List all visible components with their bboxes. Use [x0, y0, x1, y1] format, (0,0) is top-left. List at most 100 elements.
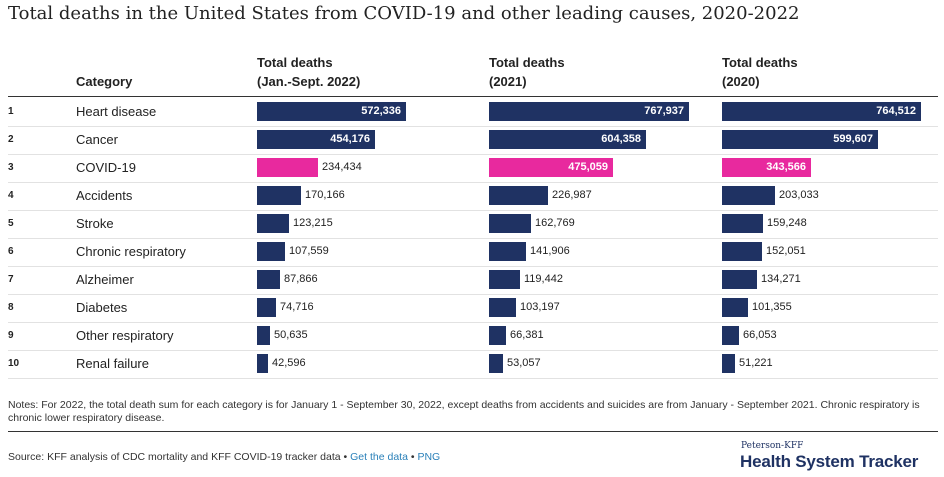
bar	[489, 354, 503, 373]
bar-value-label: 572,336	[361, 105, 401, 117]
bar-value-label: 50,635	[274, 329, 308, 341]
bar	[722, 242, 762, 261]
source-separator: •	[410, 451, 415, 463]
category-label: COVID-19	[76, 160, 136, 175]
bar	[257, 242, 285, 261]
bar	[722, 130, 878, 149]
bar	[257, 270, 280, 289]
category-header-label: Category	[76, 74, 133, 89]
rank-label: 10	[8, 358, 20, 369]
bar-value-label: 767,937	[644, 105, 684, 117]
bar	[722, 270, 757, 289]
brand-logo-small: Peterson-KFF	[741, 441, 804, 451]
bar-value-label: 764,512	[876, 105, 916, 117]
bar-value-label: 66,381	[510, 329, 544, 341]
bar	[489, 158, 613, 177]
category-label: Cancer	[76, 132, 118, 147]
bar	[257, 130, 375, 149]
bar-value-label: 107,559	[289, 245, 329, 257]
bar	[489, 242, 526, 261]
rank-label: 9	[8, 330, 14, 341]
bar-value-label: 51,221	[739, 357, 773, 369]
row-divider	[8, 210, 938, 211]
row-divider	[8, 154, 938, 155]
bar-value-label: 74,716	[280, 301, 314, 313]
bar-value-label: 170,166	[305, 189, 345, 201]
bar-value-label: 203,033	[779, 189, 819, 201]
bar	[489, 130, 646, 149]
bar-value-label: 162,769	[535, 217, 575, 229]
bar-value-label: 87,866	[284, 273, 318, 285]
bar-value-label: 226,987	[552, 189, 592, 201]
bar	[257, 102, 406, 121]
column-header-2021-line1: Total deaths	[489, 55, 565, 70]
bar	[722, 102, 921, 121]
bar	[257, 186, 301, 205]
bar-value-label: 66,053	[743, 329, 777, 341]
footer-rule	[8, 431, 938, 432]
bar	[257, 326, 270, 345]
row-divider	[8, 266, 938, 267]
png-link[interactable]: PNG	[417, 451, 441, 463]
bar	[722, 214, 763, 233]
bar	[257, 158, 318, 177]
category-label: Other respiratory	[76, 328, 174, 343]
rank-label: 1	[8, 106, 14, 117]
source-line: Source: KFF analysis of CDC mortality an…	[8, 451, 440, 463]
column-header-2020-line1: Total deaths	[722, 55, 798, 70]
bar-value-label: 475,059	[568, 161, 608, 173]
chart-notes: Notes: For 2022, the total death sum for…	[8, 399, 920, 424]
bar	[722, 186, 775, 205]
bar	[489, 186, 548, 205]
bar	[489, 326, 506, 345]
bar-value-label: 134,271	[761, 273, 801, 285]
category-label: Alzheimer	[76, 272, 134, 287]
bar-value-label: 101,355	[752, 301, 792, 313]
bar-value-label: 103,197	[520, 301, 560, 313]
category-header: Category	[76, 72, 132, 91]
column-header-2022: Total deaths (Jan.-Sept. 2022)	[257, 53, 360, 91]
bar-value-label: 53,057	[507, 357, 541, 369]
rank-label: 8	[8, 302, 14, 313]
chart-title: Total deaths in the United States from C…	[8, 3, 800, 24]
bar-value-label: 234,434	[322, 161, 362, 173]
bar-value-label: 152,051	[766, 245, 806, 257]
bar-value-label: 123,215	[293, 217, 333, 229]
source-text: Source: KFF analysis of CDC mortality an…	[8, 451, 348, 463]
bar	[489, 102, 689, 121]
brand-logo: Health System Tracker	[740, 452, 919, 471]
bar-value-label: 604,358	[601, 133, 641, 145]
rank-label: 7	[8, 274, 14, 285]
bar	[722, 298, 748, 317]
row-divider	[8, 238, 938, 239]
bar	[722, 158, 811, 177]
bar-value-label: 42,596	[272, 357, 306, 369]
category-label: Renal failure	[76, 356, 149, 371]
row-divider	[8, 294, 938, 295]
rank-label: 3	[8, 162, 14, 173]
bar	[257, 214, 289, 233]
rank-label: 2	[8, 134, 14, 145]
bar-value-label: 119,442	[524, 273, 563, 285]
column-header-2020-line2: (2020)	[722, 74, 760, 89]
row-divider	[8, 322, 938, 323]
column-header-2022-line2: (Jan.-Sept. 2022)	[257, 74, 361, 89]
category-label: Accidents	[76, 188, 133, 203]
rank-label: 4	[8, 190, 14, 201]
header-rule	[8, 96, 938, 97]
column-header-2021: Total deaths (2021)	[489, 53, 565, 91]
rank-label: 5	[8, 218, 14, 229]
category-label: Heart disease	[76, 104, 157, 119]
bar	[489, 214, 531, 233]
bar	[257, 354, 268, 373]
bar	[257, 298, 276, 317]
bar-value-label: 159,248	[767, 217, 807, 229]
bar-value-label: 454,176	[330, 133, 370, 145]
get-the-data-link[interactable]: Get the data	[350, 451, 408, 463]
bar-value-label: 141,906	[530, 245, 570, 257]
bar	[489, 270, 520, 289]
bar	[722, 354, 735, 373]
category-label: Diabetes	[76, 300, 128, 315]
rank-label: 6	[8, 246, 14, 257]
row-divider	[8, 378, 938, 379]
